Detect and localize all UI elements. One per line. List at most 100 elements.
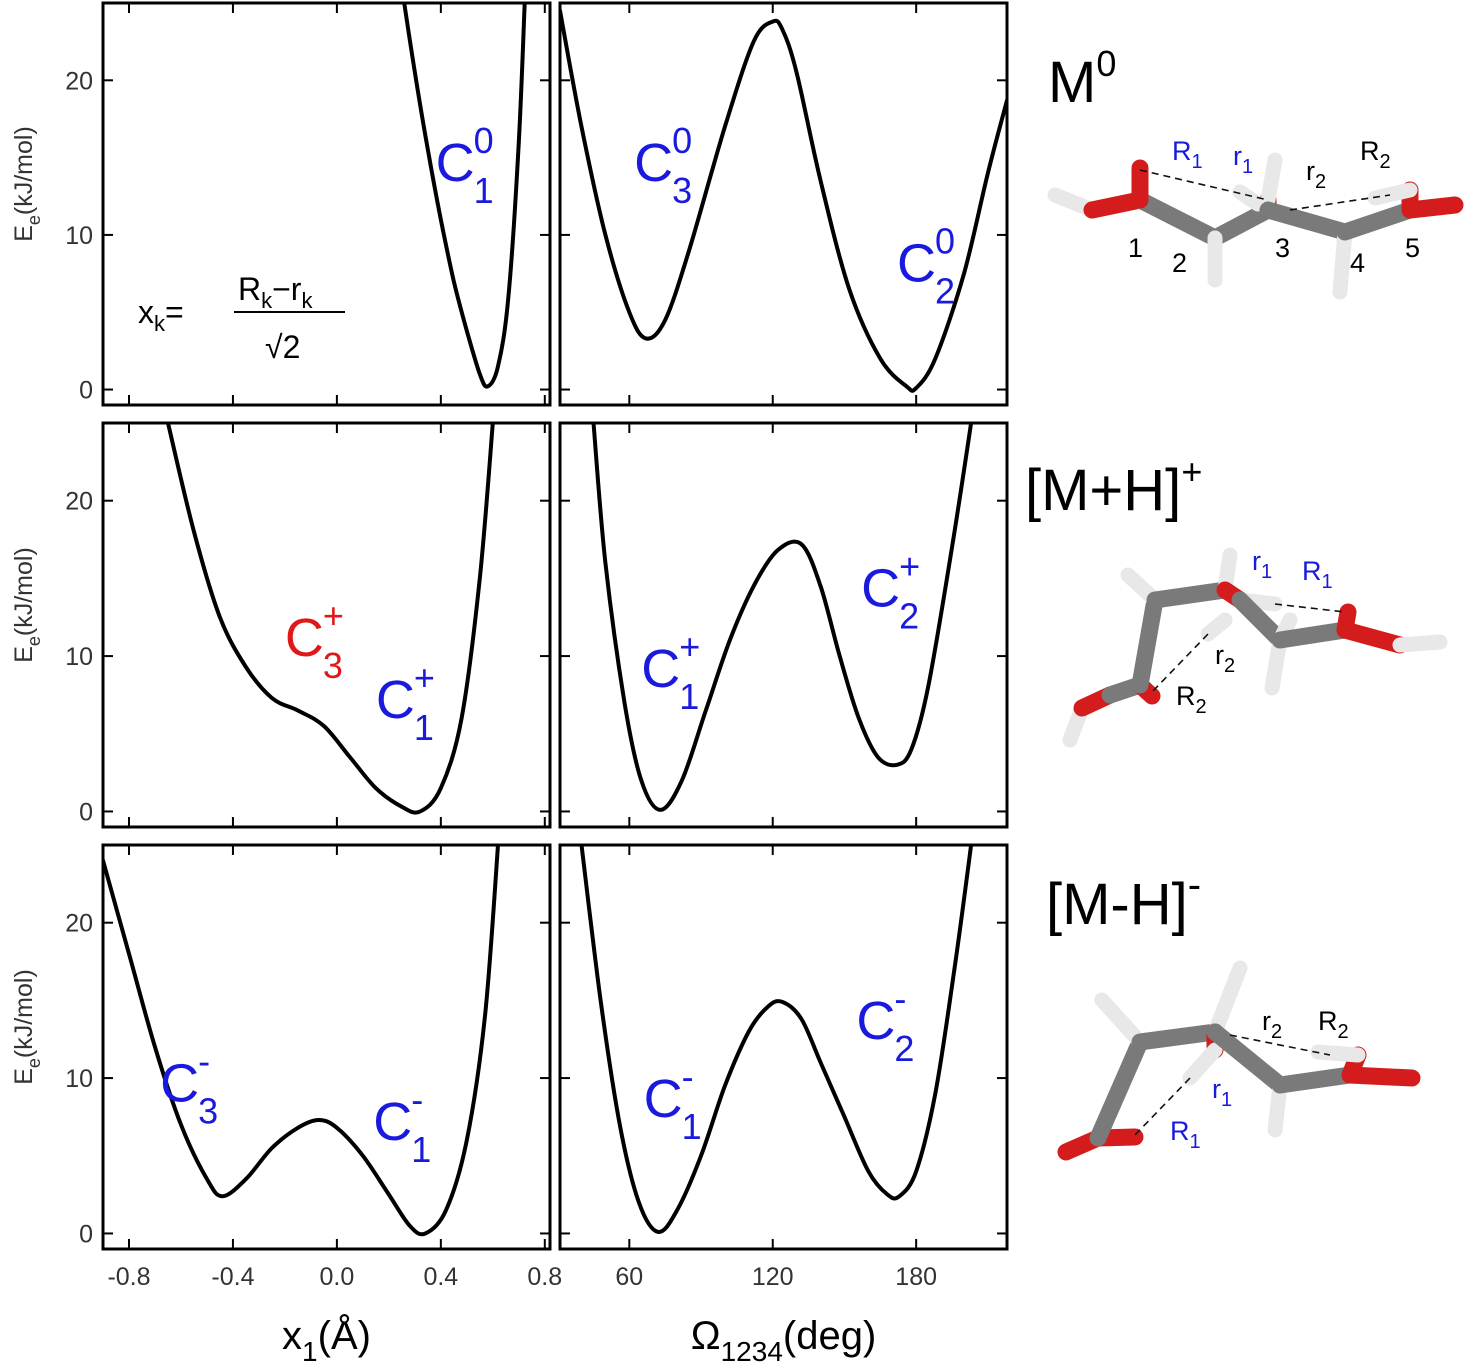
plot-frame: [558, 421, 1009, 829]
x-tick-label: 0.4: [423, 1263, 458, 1291]
x-tick-label: 120: [752, 1263, 794, 1291]
y-axis-label: Ee(kJ/mol): [10, 969, 44, 1085]
bond: [1094, 992, 1148, 1050]
conformer-label: C 0 1: [436, 120, 494, 211]
formula-denominator: √2: [265, 329, 300, 365]
conformer-label-base: C: [861, 558, 900, 618]
conformer-label-base: C: [436, 133, 475, 193]
bond: [1392, 634, 1448, 653]
x-tick-label: -0.8: [107, 1263, 150, 1291]
label-r1: r1: [1233, 141, 1253, 178]
bond: [1231, 591, 1289, 649]
conformer-label-sub: 1: [414, 707, 434, 748]
bond: [1271, 621, 1354, 649]
bond: [1207, 960, 1248, 1040]
hbond-r2: [1229, 1034, 1331, 1056]
energy-curve: [591, 423, 974, 812]
conformer-label-base: C: [373, 1092, 412, 1152]
bond: [1131, 1023, 1224, 1051]
bond: [1131, 591, 1164, 694]
label-r1: r1: [1212, 1074, 1232, 1111]
panel-MH+-omega: C +1 C +2: [558, 421, 1009, 829]
x-axis-label: x1(Å): [282, 1313, 371, 1365]
y-tick-label: 0: [79, 1220, 93, 1248]
label-r1: r1: [1252, 546, 1272, 583]
conformer-label: C +3: [285, 595, 344, 686]
label-R2: R2: [1176, 681, 1207, 718]
hbond-r1: [1134, 1077, 1191, 1136]
energy-curve: [402, 3, 527, 389]
conformer-label-sub: 3: [198, 1090, 218, 1131]
y-tick-label: 20: [65, 67, 93, 95]
bond: [1232, 184, 1266, 212]
bond: [1182, 1042, 1223, 1086]
bond: [1089, 1033, 1149, 1147]
label-r2: r2: [1306, 156, 1326, 193]
y-tick-label: 20: [65, 910, 93, 938]
label-R1: R1: [1172, 136, 1203, 173]
hbond-r1: [1274, 603, 1346, 613]
conformer-label-sup: -: [682, 1056, 694, 1097]
atom-number-4: 4: [1350, 248, 1365, 278]
bond: [1260, 152, 1283, 208]
species-label-protonated: [M+H]+: [1025, 451, 1202, 523]
panel-M0-omega: C 03C 02: [558, 1, 1009, 407]
conformer-label-base: C: [641, 639, 680, 699]
x-tick-label: 0.8: [527, 1263, 562, 1291]
conformer-label: C - 2: [856, 978, 914, 1069]
atom-number-2: 2: [1172, 248, 1187, 278]
conformer-label-sup: 0: [474, 120, 494, 161]
conformer-label: C +1: [641, 626, 700, 717]
hbond-r2: [1289, 194, 1391, 211]
energy-curve: [103, 845, 500, 1237]
bond: [1332, 224, 1353, 300]
label-R2: R2: [1318, 1006, 1349, 1043]
bond: [1206, 1023, 1289, 1094]
conformer-label-sub: 3: [323, 645, 343, 686]
bond: [1259, 201, 1354, 241]
conformer-label-base: C: [376, 670, 415, 730]
y-tick-label: 0: [79, 377, 93, 405]
hbond-r1: [1139, 169, 1269, 201]
atom-number-5: 5: [1405, 233, 1420, 263]
energy-curve: [560, 8, 1007, 393]
plot-frame: [101, 843, 552, 1251]
conformer-label-base: C: [160, 1053, 199, 1113]
y-tick-label: 10: [65, 1065, 93, 1093]
bond: [1131, 191, 1224, 247]
bond: [1336, 201, 1419, 241]
y-axis-label: Ee(kJ/mol): [10, 547, 44, 663]
bond: [1146, 581, 1234, 609]
conformer-label-sub: 3: [672, 170, 692, 211]
label-R1: R1: [1170, 1116, 1201, 1153]
atom-number-1: 1: [1128, 233, 1143, 263]
conformer-label-sup: -: [411, 1079, 423, 1120]
conformer-label-base: C: [285, 608, 324, 668]
conformer-label: C +2: [861, 545, 920, 636]
conformer-label-sub: 1: [474, 170, 494, 211]
label-r2: r2: [1262, 1006, 1282, 1043]
conformer-label-sup: -: [198, 1040, 210, 1081]
conformer-label: C - 1: [373, 1079, 431, 1170]
species-label-deprotonated: [M-H]-: [1046, 863, 1201, 937]
atom-number-3: 3: [1275, 233, 1290, 263]
y-tick-label: 20: [65, 488, 93, 516]
energy-curve: [579, 845, 974, 1234]
conformer-label-sub: 2: [935, 270, 955, 311]
plot-frame: [101, 421, 552, 829]
x-axis-label: Ω1234(deg): [691, 1314, 877, 1365]
bond: [1336, 621, 1409, 654]
conformer-label-sup: 0: [935, 220, 955, 261]
conformer-label-base: C: [634, 133, 673, 193]
x-tick-label: -0.4: [211, 1263, 254, 1291]
bond: [1206, 201, 1277, 247]
y-tick-label: 0: [79, 798, 93, 826]
conformer-label-base: C: [856, 991, 895, 1051]
conformer-label-sup: 0: [672, 120, 692, 161]
label-r2: r2: [1215, 640, 1235, 677]
